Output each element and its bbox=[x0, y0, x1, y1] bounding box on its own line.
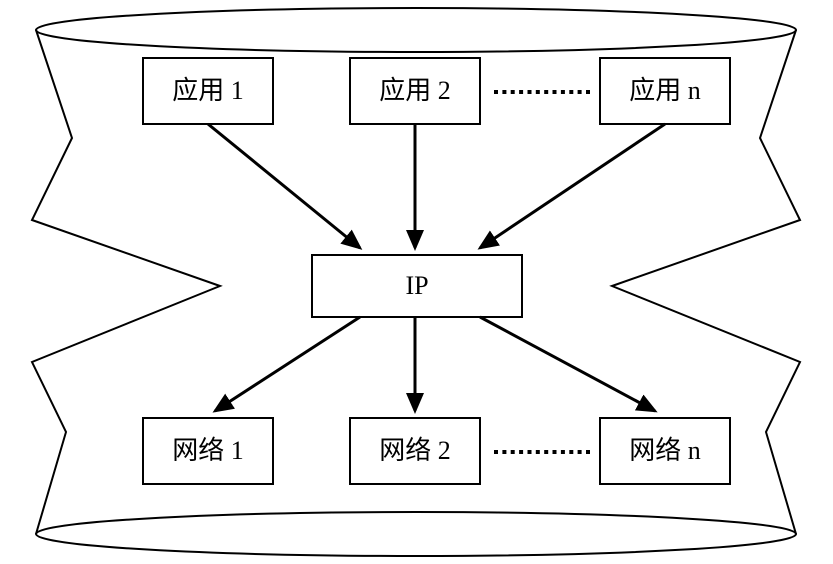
ellipsis-dot bbox=[586, 90, 590, 94]
ellipsis-dot bbox=[519, 450, 523, 454]
outline-bottom-ellipse bbox=[36, 512, 796, 556]
app-box-2: 应用 2 bbox=[350, 58, 480, 124]
app-box-1: 应用 1 bbox=[143, 58, 273, 124]
arrow-app1-ip bbox=[208, 124, 360, 248]
ellipsis-dot bbox=[578, 450, 582, 454]
net-box-2-label: 网络 2 bbox=[379, 436, 451, 465]
ellipsis-dot bbox=[536, 450, 540, 454]
ellipsis-dot bbox=[561, 90, 565, 94]
ellipsis-dot bbox=[544, 90, 548, 94]
ellipsis-dot bbox=[544, 450, 548, 454]
top-ellipsis-dots bbox=[494, 90, 590, 94]
ellipsis-dot bbox=[502, 450, 506, 454]
arrows-ip-to-bottom bbox=[215, 317, 655, 411]
app-box-2-label: 应用 2 bbox=[379, 76, 451, 105]
ellipsis-dot bbox=[519, 90, 523, 94]
outline-top-ellipse bbox=[36, 8, 796, 52]
app-box-1-label: 应用 1 bbox=[172, 76, 244, 105]
ellipsis-dot bbox=[569, 450, 573, 454]
ellipsis-dot bbox=[494, 450, 498, 454]
ip-box-label: IP bbox=[405, 271, 428, 300]
net-box-n: 网络 n bbox=[600, 418, 730, 484]
arrow-appn-ip bbox=[480, 124, 665, 248]
bottom-ellipsis-dots bbox=[494, 450, 590, 454]
ip-box: IP bbox=[312, 255, 522, 317]
ellipsis-dot bbox=[511, 450, 515, 454]
ellipsis-dot bbox=[561, 450, 565, 454]
net-box-n-label: 网络 n bbox=[629, 436, 701, 465]
app-box-n-label: 应用 n bbox=[629, 76, 701, 105]
ellipsis-dot bbox=[553, 90, 557, 94]
ellipsis-dot bbox=[536, 90, 540, 94]
arrows-top-to-ip bbox=[208, 124, 665, 248]
ellipsis-dot bbox=[578, 90, 582, 94]
ellipsis-dot bbox=[586, 450, 590, 454]
arrow-ip-netn bbox=[480, 317, 655, 411]
net-box-2: 网络 2 bbox=[350, 418, 480, 484]
app-box-n: 应用 n bbox=[600, 58, 730, 124]
ellipsis-dot bbox=[553, 450, 557, 454]
arrow-ip-net1 bbox=[215, 317, 360, 411]
ellipsis-dot bbox=[528, 450, 532, 454]
ellipsis-dot bbox=[569, 90, 573, 94]
net-box-1-label: 网络 1 bbox=[172, 436, 244, 465]
ellipsis-dot bbox=[502, 90, 506, 94]
ellipsis-dot bbox=[511, 90, 515, 94]
ellipsis-dot bbox=[494, 90, 498, 94]
ellipsis-dot bbox=[528, 90, 532, 94]
net-box-1: 网络 1 bbox=[143, 418, 273, 484]
